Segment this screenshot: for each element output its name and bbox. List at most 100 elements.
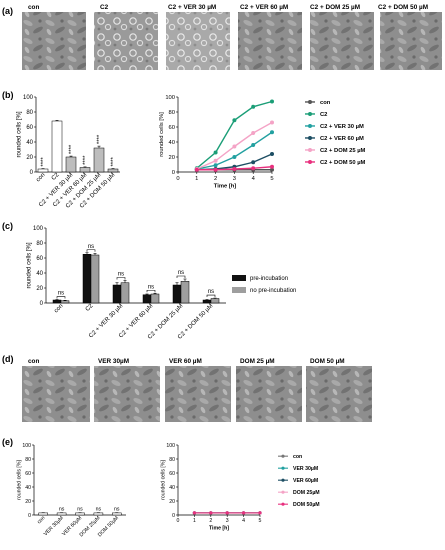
- chart-b-bar-bar-0: [37, 168, 49, 173]
- caption-a-2: C2 + VER 30 µM: [168, 4, 216, 11]
- chart-c-bar-xtick-label-0: con: [53, 303, 64, 314]
- chart-e-line-xtick-label-2: 2: [209, 518, 212, 524]
- chart-b-line-point-5-2: [232, 167, 237, 171]
- chart-b-line-xtick-label-5: 5: [270, 176, 273, 182]
- chart-e-line-point-4-1: [209, 511, 213, 515]
- chart-b-line-legend-label-5: C2 + DOM 50 µM: [320, 160, 366, 166]
- chart-b-line-ytick-label-2: 40: [169, 140, 175, 146]
- chart-e-bar-sig-2: ns: [77, 507, 83, 513]
- chart-b-bar-bar-4: [93, 147, 105, 173]
- chart-c-bar-bar-0-4: [172, 284, 182, 304]
- chart-b-line-point-1-3: [251, 104, 256, 109]
- chart-e-line-legend-marker-4: [281, 502, 285, 506]
- chart-c-bar-legend-swatch-0: [232, 275, 246, 281]
- micrograph-c2: [94, 12, 158, 70]
- micrograph-d-con: [22, 366, 90, 422]
- chart-e-bar-ytick-label-5: 100: [22, 443, 31, 449]
- chart-e-line-ylabel: rounded cells [%]: [160, 460, 166, 500]
- chart-b-line-point-5-4: [270, 164, 274, 169]
- chart-b-line-ytick-label-3: 60: [169, 125, 175, 131]
- chart-b-line-point-3-3: [251, 160, 256, 165]
- chart-e-bar-ytick-label-1: 20: [25, 499, 31, 505]
- panel-a-tag: (a): [2, 6, 13, 16]
- chart-b-bar-ytick-label-0: 0: [30, 170, 34, 176]
- chart-e-line-xlabel: Time [h]: [209, 525, 229, 531]
- chart-b-bar-xtick-label-0: con: [35, 172, 46, 183]
- caption-a-0: con: [28, 4, 39, 11]
- micrograph-d-dom25: [236, 366, 302, 422]
- chart-c-bar-bar-1-5: [210, 298, 220, 304]
- chart-e-bar-sig-4: ns: [114, 507, 120, 513]
- chart-b-line: 0 20 40 60 80 100 rounded cells [%] 0 1 2 3 4 5 Time …: [159, 95, 366, 190]
- chart-b-line-point-4-3: [251, 131, 256, 135]
- chart-e-line-xtick-label-3: 3: [226, 518, 229, 524]
- chart-b-bar-ytick-label-1: 20: [26, 155, 33, 161]
- micrograph-c2-dom50: [380, 12, 442, 70]
- chart-b-line-legend-label-1: C2: [320, 112, 327, 118]
- chart-c-bar-sig-1: ns: [88, 244, 94, 250]
- chart-e-bar-ytick-label-2: 40: [25, 485, 31, 491]
- chart-b-line-point-1-2: [232, 118, 237, 123]
- chart-c-bar-bar-0-5: [202, 299, 212, 304]
- chart-b-line-xtick-label-2: 2: [214, 176, 217, 182]
- chart-c-bar-bar-0-1: [82, 254, 92, 304]
- chart-e-bar-ytick-label-4: 80: [25, 457, 31, 463]
- chart-b-bar-ytick-label-2: 40: [26, 140, 33, 146]
- chart-b-line-point-0-4: [270, 167, 274, 172]
- chart-b-bar-sig-4: ****: [97, 134, 103, 144]
- chart-b-line-point-4-2: [232, 144, 237, 149]
- panel-c-tag: (c): [2, 221, 13, 231]
- chart-b-line-ylabel: rounded cells [%]: [159, 112, 165, 157]
- chart-b-bar-ytick-label-5: 100: [23, 95, 34, 101]
- chart-b-line-point-3-4: [270, 152, 274, 156]
- chart-c-bar-bar-0-0: [52, 299, 62, 304]
- caption-d-3: DOM 25 µM: [240, 358, 275, 365]
- chart-b-bar-ytick-label-4: 80: [26, 110, 33, 116]
- chart-c-bar-ylabel: rounded cells [%]: [26, 242, 32, 288]
- chart-b-bar-sig-2: ****: [69, 144, 75, 154]
- chart-b-line-xtick-label-4: 4: [252, 176, 256, 182]
- chart-b-bar-bar-2: [65, 156, 77, 173]
- chart-e-line-point-4-3: [242, 511, 246, 515]
- chart-c-bar-sig-0: ns: [58, 291, 64, 297]
- chart-c-bar-ytick-label-2: 40: [36, 271, 43, 277]
- chart-e-line-legend-label-4: DOM 50µM: [293, 502, 320, 508]
- chart-e-line-legend-label-2: VER 60µM: [293, 478, 318, 484]
- chart-c-bar: 0 20 40 60 80 100 rounded cells [%] ns con ns C2 ns…: [26, 226, 296, 341]
- chart-b-line-point-1-1: [213, 150, 218, 155]
- chart-c-bar-sig-bracket-2: [116, 277, 126, 280]
- chart-c-bar-ytick-label-4: 80: [36, 241, 43, 247]
- micrograph-con: [22, 12, 86, 70]
- chart-e-line-point-4-2: [225, 511, 229, 515]
- chart-e-line-legend-label-3: DOM 25µM: [293, 490, 320, 496]
- chart-b-line-legend-label-2: C2 + VER 30 µM: [320, 124, 364, 130]
- caption-a-5: C2 + DOM 50 µM: [378, 4, 428, 11]
- chart-e-line-legend-marker-3: [281, 490, 285, 494]
- chart-e-line-ytick-label-2: 40: [169, 485, 175, 491]
- chart-e-line-xtick-label-4: 4: [242, 518, 245, 524]
- chart-c-bar-xtick-label-1: C2: [85, 303, 95, 313]
- micrograph-c2-ver60: [238, 12, 302, 70]
- chart-b-line-legend-label-0: con: [320, 100, 331, 106]
- chart-e-line-legend-marker-0: [281, 454, 285, 458]
- chart-c-bar-sig-3: ns: [148, 284, 154, 290]
- chart-c-bar-sig-2: ns: [118, 272, 124, 278]
- chart-e-bar-ytick-label-3: 60: [25, 471, 31, 477]
- micrograph-d-ver60: [165, 366, 231, 422]
- chart-c-bar-sig-bracket-4: [176, 275, 186, 278]
- chart-b-line-legend-marker-2: [308, 123, 312, 128]
- micrograph-d-ver30: [94, 366, 160, 422]
- chart-e-line-ytick-label-3: 60: [169, 471, 175, 477]
- chart-c-bar-bar-1-2: [120, 282, 130, 304]
- chart-c-bar-ytick-label-1: 20: [36, 286, 43, 292]
- caption-d-1: VER 30µM: [98, 358, 129, 365]
- chart-e-bar-bar-4: [112, 512, 122, 516]
- chart-e-line-ytick-label-4: 80: [169, 457, 175, 463]
- chart-e-bar-bar-2: [75, 512, 85, 516]
- chart-b-bar-sig-3: ****: [83, 155, 89, 165]
- caption-a-1: C2: [100, 4, 109, 11]
- chart-b-line-legend-marker-1: [308, 111, 312, 116]
- panel-d-captions: con VER 30µM VER 60 µM DOM 25 µM DOM 50 …: [28, 358, 345, 365]
